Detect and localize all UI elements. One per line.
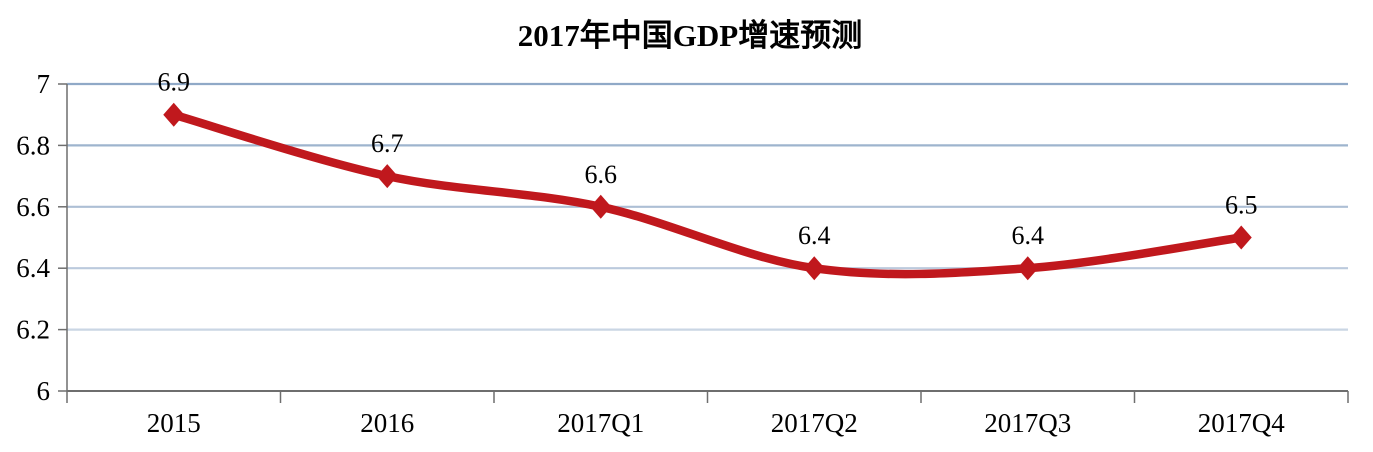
x-axis-tick-label: 2017Q3 bbox=[984, 408, 1071, 438]
y-axis-tick-label: 6.4 bbox=[16, 253, 50, 283]
data-point-marker bbox=[376, 164, 398, 189]
data-point-marker bbox=[803, 256, 825, 281]
data-point-label: 6.9 bbox=[158, 68, 191, 97]
data-point-label: 6.6 bbox=[585, 160, 618, 189]
y-axis-labels-group: 6 6.2 6.4 6.6 6.8 7 bbox=[16, 69, 50, 406]
data-point-label: 6.7 bbox=[371, 129, 404, 158]
y-axis-tick-label: 6 bbox=[37, 376, 51, 406]
y-axis-tick-label: 7 bbox=[37, 69, 51, 99]
data-point-marker bbox=[1230, 225, 1252, 250]
chart-title: 2017年中国GDP增速预测 bbox=[518, 18, 862, 53]
axes-group bbox=[58, 83, 1349, 403]
data-point-marker bbox=[590, 194, 612, 219]
series-line bbox=[169, 110, 1246, 279]
x-axis-tick-label: 2017Q4 bbox=[1198, 408, 1285, 438]
y-axis-tick-label: 6.8 bbox=[16, 130, 50, 160]
x-axis-tick-label: 2015 bbox=[147, 408, 201, 438]
data-point-marker bbox=[1017, 256, 1039, 281]
x-axis-tick-label: 2016 bbox=[360, 408, 414, 438]
gridlines-group bbox=[67, 82, 1348, 331]
y-axis-tick-label: 6.2 bbox=[16, 315, 50, 345]
data-point-marker bbox=[163, 102, 185, 127]
data-labels-group: 6.9 6.7 6.6 6.4 6.4 6.5 bbox=[158, 68, 1258, 251]
x-axis-tick-label: 2017Q2 bbox=[771, 408, 858, 438]
data-point-label: 6.4 bbox=[1012, 221, 1045, 250]
y-axis-tick-label: 6.6 bbox=[16, 192, 50, 222]
x-axis-tick-label: 2017Q1 bbox=[557, 408, 644, 438]
data-point-label: 6.4 bbox=[798, 221, 831, 250]
x-axis-labels-group: 2015 2016 2017Q1 2017Q2 2017Q3 2017Q4 bbox=[147, 408, 1285, 438]
data-point-label: 6.5 bbox=[1225, 191, 1258, 220]
series-group bbox=[163, 102, 1252, 281]
